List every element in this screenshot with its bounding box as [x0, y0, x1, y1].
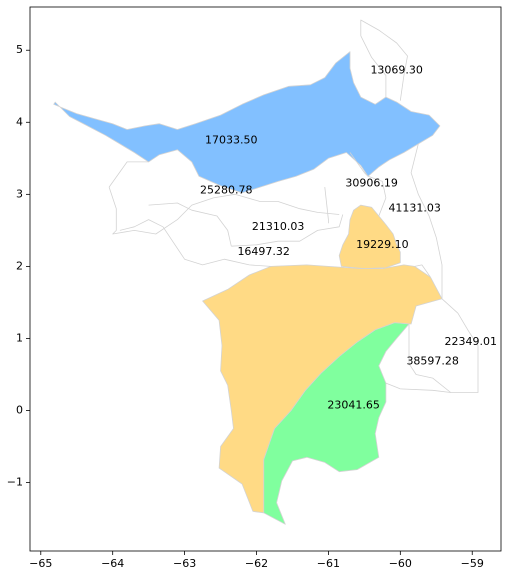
region-value-label: 23041.65 [327, 399, 380, 412]
region-shape [53, 51, 441, 194]
region-labels-layer: 17033.50 19229.10 23041.65 25280.78 21310.03… [200, 63, 497, 411]
boundary-line [410, 143, 443, 299]
boundary-line [408, 298, 479, 393]
region-value-label: 38597.28 [406, 355, 459, 368]
region-value-label: 19229.10 [356, 238, 409, 251]
region-value-label: 17033.50 [205, 133, 258, 146]
region-shape [202, 264, 443, 514]
boundary-line [148, 202, 232, 247]
boundary-line [367, 175, 387, 217]
x-tick-label: −60 [389, 557, 412, 570]
regions-layer [53, 51, 443, 525]
y-tick-label: 0 [16, 403, 23, 416]
y-tick-label: 1 [16, 331, 23, 344]
y-tick-label: 3 [16, 187, 23, 200]
y-tick-label: 4 [16, 115, 23, 128]
boundary-line [385, 382, 401, 390]
boundary-line [360, 19, 408, 101]
boundary-line [414, 264, 431, 278]
x-tick-label: −65 [29, 557, 52, 570]
y-tick-label: −1 [7, 476, 23, 489]
x-tick-label: −61 [317, 557, 340, 570]
y-tick-label: 2 [16, 259, 23, 272]
x-tick-label: −63 [173, 557, 196, 570]
region-value-label: 16497.32 [237, 245, 290, 258]
y-axis: −1 0 1 2 3 4 5 [7, 43, 30, 489]
boundary-line [162, 226, 271, 267]
boundary-line [108, 186, 340, 235]
boundary-layer [108, 19, 479, 393]
boundary-line [349, 152, 369, 177]
boundary-line [108, 161, 149, 188]
region-value-label: 21310.03 [252, 220, 305, 233]
boundary-line [400, 388, 451, 393]
region-value-label: 41131.03 [388, 202, 441, 215]
region-value-label: 25280.78 [200, 184, 253, 197]
boundary-line [324, 187, 329, 224]
region-value-label: 30906.19 [345, 177, 398, 190]
region-value-label: 22349.01 [445, 335, 498, 348]
boundary-line [231, 214, 344, 247]
region-value-label: 13069.30 [370, 63, 423, 76]
boundary-line [119, 219, 164, 231]
y-tick-label: 5 [16, 43, 23, 56]
plot-frame [29, 6, 502, 552]
x-tick-label: −64 [101, 557, 124, 570]
x-axis: −65 −64 −63 −62 −61 −60 −59 [29, 551, 484, 570]
x-tick-label: −62 [245, 557, 268, 570]
x-tick-label: −59 [461, 557, 484, 570]
